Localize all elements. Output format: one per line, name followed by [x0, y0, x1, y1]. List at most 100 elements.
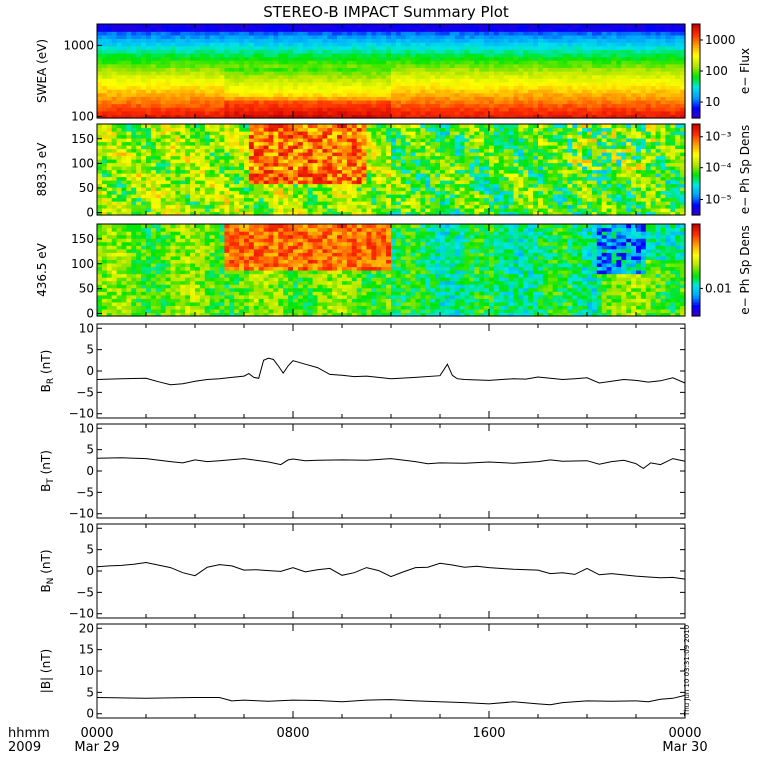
heatmap-cell	[381, 145, 387, 150]
heatmap-cell	[533, 42, 539, 47]
heatmap-cell	[297, 180, 304, 185]
heatmap-cell	[297, 183, 304, 188]
heatmap-cell	[346, 114, 353, 119]
heatmap-cell	[376, 190, 382, 195]
heatmap-cell	[533, 63, 539, 68]
heatmap-cell	[449, 103, 456, 108]
heatmap-cell	[307, 92, 314, 97]
heatmap-cell	[209, 124, 216, 129]
heatmap-cell	[209, 56, 216, 61]
heatmap-cell	[346, 103, 353, 108]
heatmap-cell	[469, 89, 475, 94]
heatmap-cell	[209, 38, 216, 43]
heatmap-cell	[165, 67, 172, 72]
heatmap-cell	[567, 56, 573, 61]
heatmap-cell	[636, 60, 642, 65]
heatmap-cell	[631, 67, 637, 72]
heatmap-cell	[180, 145, 186, 150]
heatmap-cell	[111, 141, 118, 146]
heatmap-cell	[141, 134, 147, 139]
heatmap-cell	[528, 63, 534, 68]
heatmap-cell	[332, 27, 338, 32]
heatmap-cell	[675, 24, 681, 29]
heatmap-cell	[312, 81, 319, 87]
heatmap-cell	[278, 99, 284, 105]
heatmap-cell	[263, 194, 270, 199]
heatmap-cell	[170, 166, 176, 171]
heatmap-cell	[165, 34, 172, 40]
heatmap-cell	[518, 27, 524, 32]
heatmap-cell	[248, 45, 255, 50]
heatmap-cell	[185, 78, 191, 83]
heatmap-cell	[263, 81, 270, 87]
heatmap-cell	[503, 74, 510, 79]
heatmap-cell	[258, 131, 265, 136]
heatmap-cell	[332, 63, 338, 68]
heatmap-cell	[405, 155, 412, 160]
heatmap-cell	[224, 180, 230, 185]
heatmap-cell	[361, 114, 368, 119]
heatmap-cell	[645, 92, 652, 97]
heatmap-cell	[425, 211, 431, 216]
heatmap-cell	[391, 27, 397, 32]
heatmap-cell	[229, 81, 235, 87]
heatmap-cell	[136, 92, 142, 97]
heatmap-cell	[97, 92, 103, 97]
heatmap-cell	[332, 166, 338, 171]
heatmap-cell	[621, 56, 627, 61]
heatmap-cell	[381, 107, 387, 112]
heatmap-cell	[273, 71, 279, 76]
heatmap-cell	[175, 56, 181, 61]
heatmap-cell	[342, 38, 348, 43]
heatmap-cell	[302, 24, 309, 29]
heatmap-cell	[415, 162, 421, 167]
heatmap-cell	[498, 24, 505, 29]
heatmap-cell	[297, 89, 304, 94]
heatmap-cell	[160, 67, 167, 72]
heatmap-cell	[288, 81, 294, 87]
heatmap-cell	[356, 56, 363, 61]
heatmap-cell	[542, 103, 549, 108]
heatmap-cell	[454, 27, 461, 32]
heatmap-cell	[106, 138, 113, 143]
heatmap-cell	[150, 204, 157, 209]
heatmap-cell	[493, 67, 500, 72]
heatmap-cell	[415, 38, 421, 43]
heatmap-cell	[675, 96, 681, 101]
heatmap-cell	[518, 78, 524, 83]
heatmap-cell	[195, 110, 201, 115]
heatmap-cell	[185, 159, 191, 164]
heatmap-cell	[454, 38, 461, 43]
heatmap-cell	[381, 127, 387, 132]
heatmap-cell	[596, 110, 603, 115]
heatmap-cell	[655, 92, 662, 97]
heatmap-cell	[660, 52, 666, 58]
heatmap-cell	[283, 52, 289, 58]
heatmap-cell	[297, 45, 304, 50]
heatmap-cell	[229, 45, 235, 50]
heatmap-cell	[464, 56, 470, 61]
heatmap-cell	[337, 194, 343, 199]
heatmap-cell	[111, 152, 118, 157]
heatmap-cell	[430, 24, 436, 29]
heatmap-cell	[655, 56, 662, 61]
heatmap-cell	[469, 71, 475, 76]
heatmap-cell	[498, 42, 505, 47]
heatmap-cell	[214, 152, 221, 157]
heatmap-cell	[361, 92, 368, 97]
heatmap-cell	[248, 34, 255, 40]
heatmap-cell	[165, 49, 172, 54]
heatmap-cell	[386, 34, 392, 40]
heatmap-cell	[150, 110, 157, 115]
heatmap-cell	[371, 180, 377, 185]
heatmap-cell	[493, 85, 500, 90]
heatmap-cell	[126, 24, 132, 29]
heatmap-cell	[106, 131, 113, 136]
heatmap-cell	[126, 159, 132, 164]
heatmap-cell	[239, 60, 245, 65]
heatmap-cell	[542, 89, 549, 94]
heatmap-cell	[381, 155, 387, 160]
heatmap-cell	[337, 152, 343, 157]
heatmap-cell	[146, 114, 152, 119]
heatmap-cell	[229, 169, 235, 174]
